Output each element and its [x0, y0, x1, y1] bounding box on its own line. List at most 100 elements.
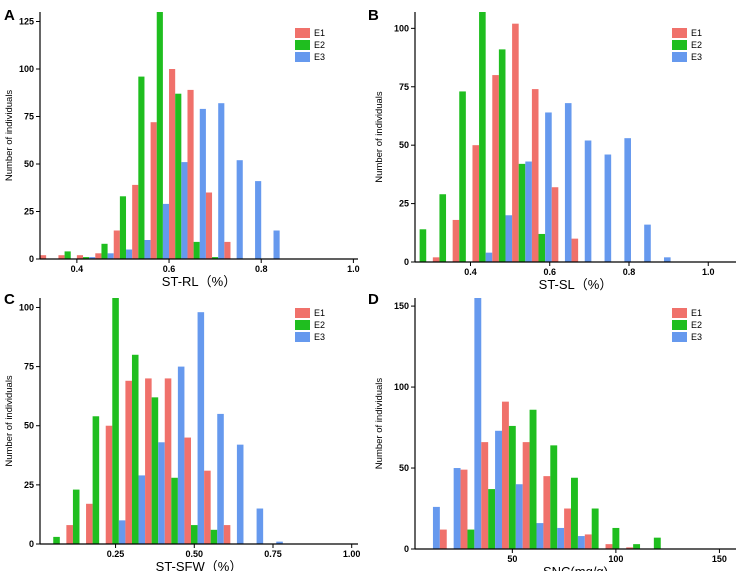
bar-e1	[164, 378, 172, 544]
panel-letter: C	[4, 291, 15, 308]
bar-e3	[236, 160, 243, 259]
y-tick-label: 0	[29, 539, 34, 549]
y-axis-title: Number of individuals	[4, 90, 15, 182]
y-tick-label: 25	[24, 207, 34, 217]
legend-label-e1: E1	[314, 28, 325, 38]
bar-e1	[187, 89, 194, 260]
bar-e2	[64, 251, 71, 259]
x-tick-label: 1.00	[343, 549, 361, 559]
bar-e3	[255, 181, 262, 259]
bar-e3	[536, 523, 544, 549]
bar-e1	[150, 122, 157, 259]
bar-e3	[584, 140, 592, 262]
bar-e3	[218, 103, 225, 259]
legend-swatch-e1	[672, 308, 687, 318]
legend-swatch-e2	[295, 40, 310, 50]
y-tick-label: 75	[24, 112, 34, 122]
bar-e3	[256, 508, 264, 544]
bar-e3	[564, 103, 572, 263]
bar-e3	[126, 249, 133, 259]
bar-e3	[197, 312, 205, 544]
y-tick-label: 50	[24, 421, 34, 431]
legend-swatch-e2	[672, 40, 687, 50]
bar-e2	[653, 537, 661, 549]
bar-e1	[145, 378, 152, 544]
legend: E1 E2 E3	[295, 28, 325, 62]
bar-e2	[488, 489, 496, 549]
bar-e3	[505, 215, 513, 262]
bar-e1	[492, 75, 499, 262]
y-tick-label: 25	[24, 480, 34, 490]
bar-e3	[276, 541, 283, 544]
bar-e2	[83, 257, 90, 259]
bar-e3	[177, 366, 185, 544]
panel-d: D 0 50 100 150 50 100 150 SNC(mg/g) Number of ind…	[368, 291, 736, 571]
bar-e2	[112, 298, 119, 544]
bar-e2	[508, 425, 516, 549]
bar-e1	[205, 192, 213, 259]
bar-e1	[105, 425, 113, 544]
bar-e3	[144, 240, 151, 259]
bar-e2	[518, 163, 526, 262]
legend-label-e1: E1	[691, 28, 702, 38]
legend: E1 E2 E3	[672, 308, 702, 342]
x-tick-label: 0.25	[107, 549, 125, 559]
y-tick-label: 0	[29, 254, 34, 264]
bar-e2	[92, 416, 100, 544]
bar-e1	[76, 255, 84, 259]
bar-e1	[439, 529, 447, 549]
bar-e3	[495, 430, 502, 549]
bar-e1	[584, 534, 592, 549]
bar-e2	[538, 233, 546, 262]
bar-e1	[86, 503, 93, 544]
bar-e2	[612, 527, 620, 549]
panel-a: A 0 25 50 75 100 125 0.4 0.6 0.8 1.0 ST-RL（%） Number…	[4, 7, 360, 289]
bar-e1	[481, 442, 489, 549]
legend-label-e3: E3	[314, 52, 325, 62]
y-tick-label: 150	[394, 301, 409, 311]
legend-swatch-e2	[295, 320, 310, 330]
bar-e2	[175, 93, 182, 259]
bar-e2	[119, 196, 127, 259]
bar-e1	[169, 69, 176, 259]
bar-e1	[132, 184, 139, 259]
bar-e1	[626, 547, 634, 549]
legend-swatch-e3	[295, 52, 310, 62]
bar-e2	[550, 445, 558, 549]
legend-label-e3: E3	[691, 332, 702, 342]
bar-e3	[515, 484, 523, 549]
bar-e1	[571, 238, 579, 262]
x-tick-label: 100	[608, 554, 623, 564]
legend-label-e2: E2	[691, 320, 702, 330]
y-tick-label: 100	[394, 23, 409, 33]
y-axis-title: Number of individuals	[374, 91, 385, 183]
bar-e2	[191, 525, 198, 544]
x-axis-title: ST-SL（%）	[539, 277, 613, 292]
bar-e3	[557, 527, 565, 549]
bar-e3	[432, 506, 440, 549]
x-axis-title: ST-SFW（%）	[156, 559, 243, 571]
x-tick-label: 0.8	[255, 264, 268, 274]
bar-e2	[138, 76, 145, 259]
legend-label-e2: E2	[691, 40, 702, 50]
bar-e1	[605, 544, 613, 549]
bar-e1	[95, 253, 102, 259]
bar-e2	[131, 354, 139, 544]
x-tick-label: 0.8	[623, 267, 636, 277]
bar-e2	[571, 477, 578, 549]
bar-e3	[107, 253, 114, 259]
bar-e1	[125, 380, 132, 544]
x-tick-label: 1.0	[702, 267, 715, 277]
bar-e1	[58, 255, 65, 259]
bar-e3	[474, 298, 482, 549]
y-tick-label: 0	[404, 544, 409, 554]
bar-e1	[531, 89, 539, 262]
bar-e1	[224, 241, 231, 259]
bar-e2	[459, 91, 466, 262]
y-tick-label: 50	[24, 159, 34, 169]
bar-e1	[472, 145, 480, 262]
legend-swatch-e1	[295, 308, 310, 318]
bar-e3	[577, 536, 585, 549]
bar-e3	[525, 161, 532, 262]
bar-e3	[273, 230, 280, 259]
